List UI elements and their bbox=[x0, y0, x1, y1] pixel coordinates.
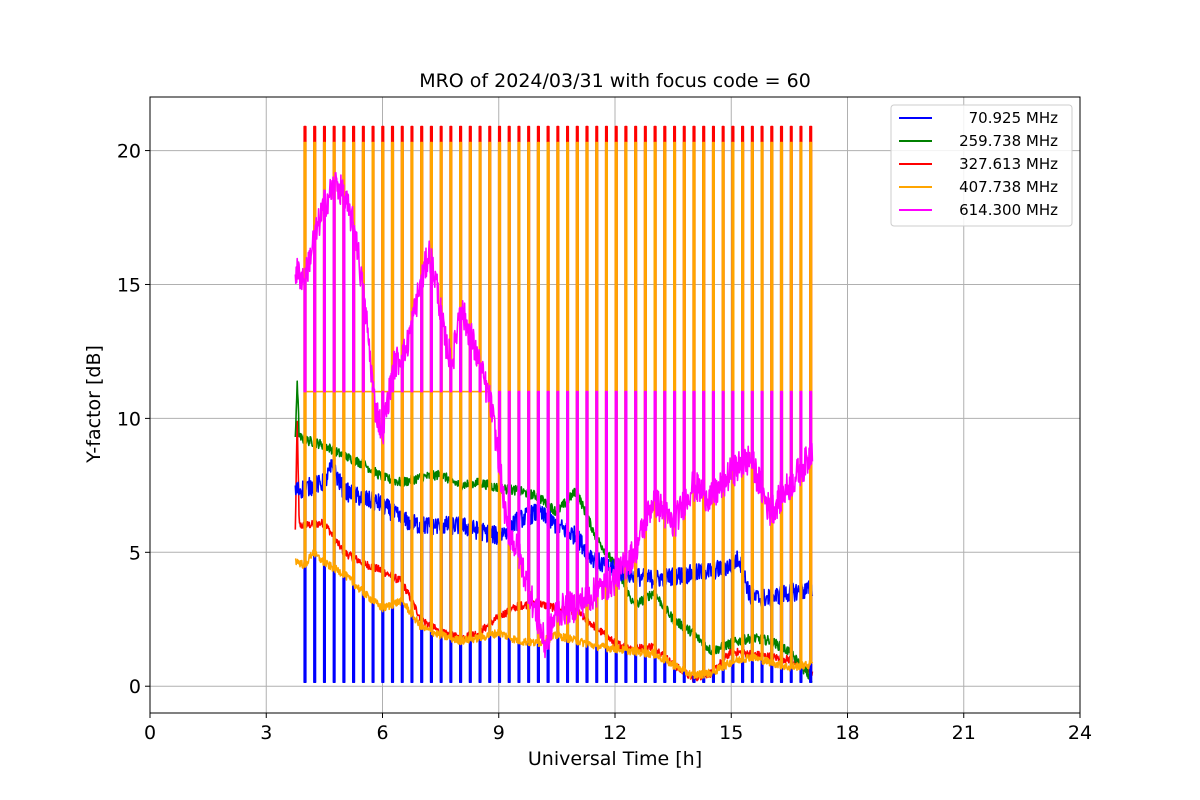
legend-entry: 407.738 MHz bbox=[959, 178, 1058, 196]
chart-title: MRO of 2024/03/31 with focus code = 60 bbox=[419, 70, 811, 92]
legend-entry: 70.925 MHz bbox=[969, 109, 1058, 127]
x-tick-label: 0 bbox=[144, 722, 156, 744]
series-line bbox=[294, 141, 814, 679]
x-tick-label: 24 bbox=[1068, 722, 1092, 744]
legend-entry: 259.738 MHz bbox=[959, 132, 1058, 150]
y-tick-label: 15 bbox=[117, 274, 141, 296]
legend-entry: 614.300 MHz bbox=[959, 201, 1058, 219]
legend-box bbox=[890, 104, 1073, 227]
legend-entry: 327.613 MHz bbox=[959, 155, 1058, 173]
ticks: 0 3 6 9 12 15 18 21 24 0 5 10 15 20 bbox=[117, 141, 1092, 744]
y-tick-label: 5 bbox=[129, 542, 141, 564]
y-tick-label: 20 bbox=[117, 141, 141, 163]
x-tick-label: 6 bbox=[376, 722, 388, 744]
series-layer bbox=[294, 125, 814, 683]
x-tick-label: 3 bbox=[260, 722, 272, 744]
series-line bbox=[294, 171, 814, 659]
x-tick-label: 18 bbox=[835, 722, 859, 744]
y-tick-label: 0 bbox=[129, 676, 141, 698]
x-tick-label: 9 bbox=[493, 722, 505, 744]
legend: 70.925 MHz 259.738 MHz 327.613 MHz 407.738 … bbox=[890, 104, 1073, 227]
x-tick-label: 12 bbox=[603, 722, 627, 744]
x-tick-label: 15 bbox=[719, 722, 743, 744]
x-tick-label: 21 bbox=[952, 722, 976, 744]
y-tick-label: 10 bbox=[117, 408, 141, 430]
x-axis-label: Universal Time [h] bbox=[528, 748, 702, 770]
y-axis-label: Y-factor [dB] bbox=[83, 345, 105, 464]
